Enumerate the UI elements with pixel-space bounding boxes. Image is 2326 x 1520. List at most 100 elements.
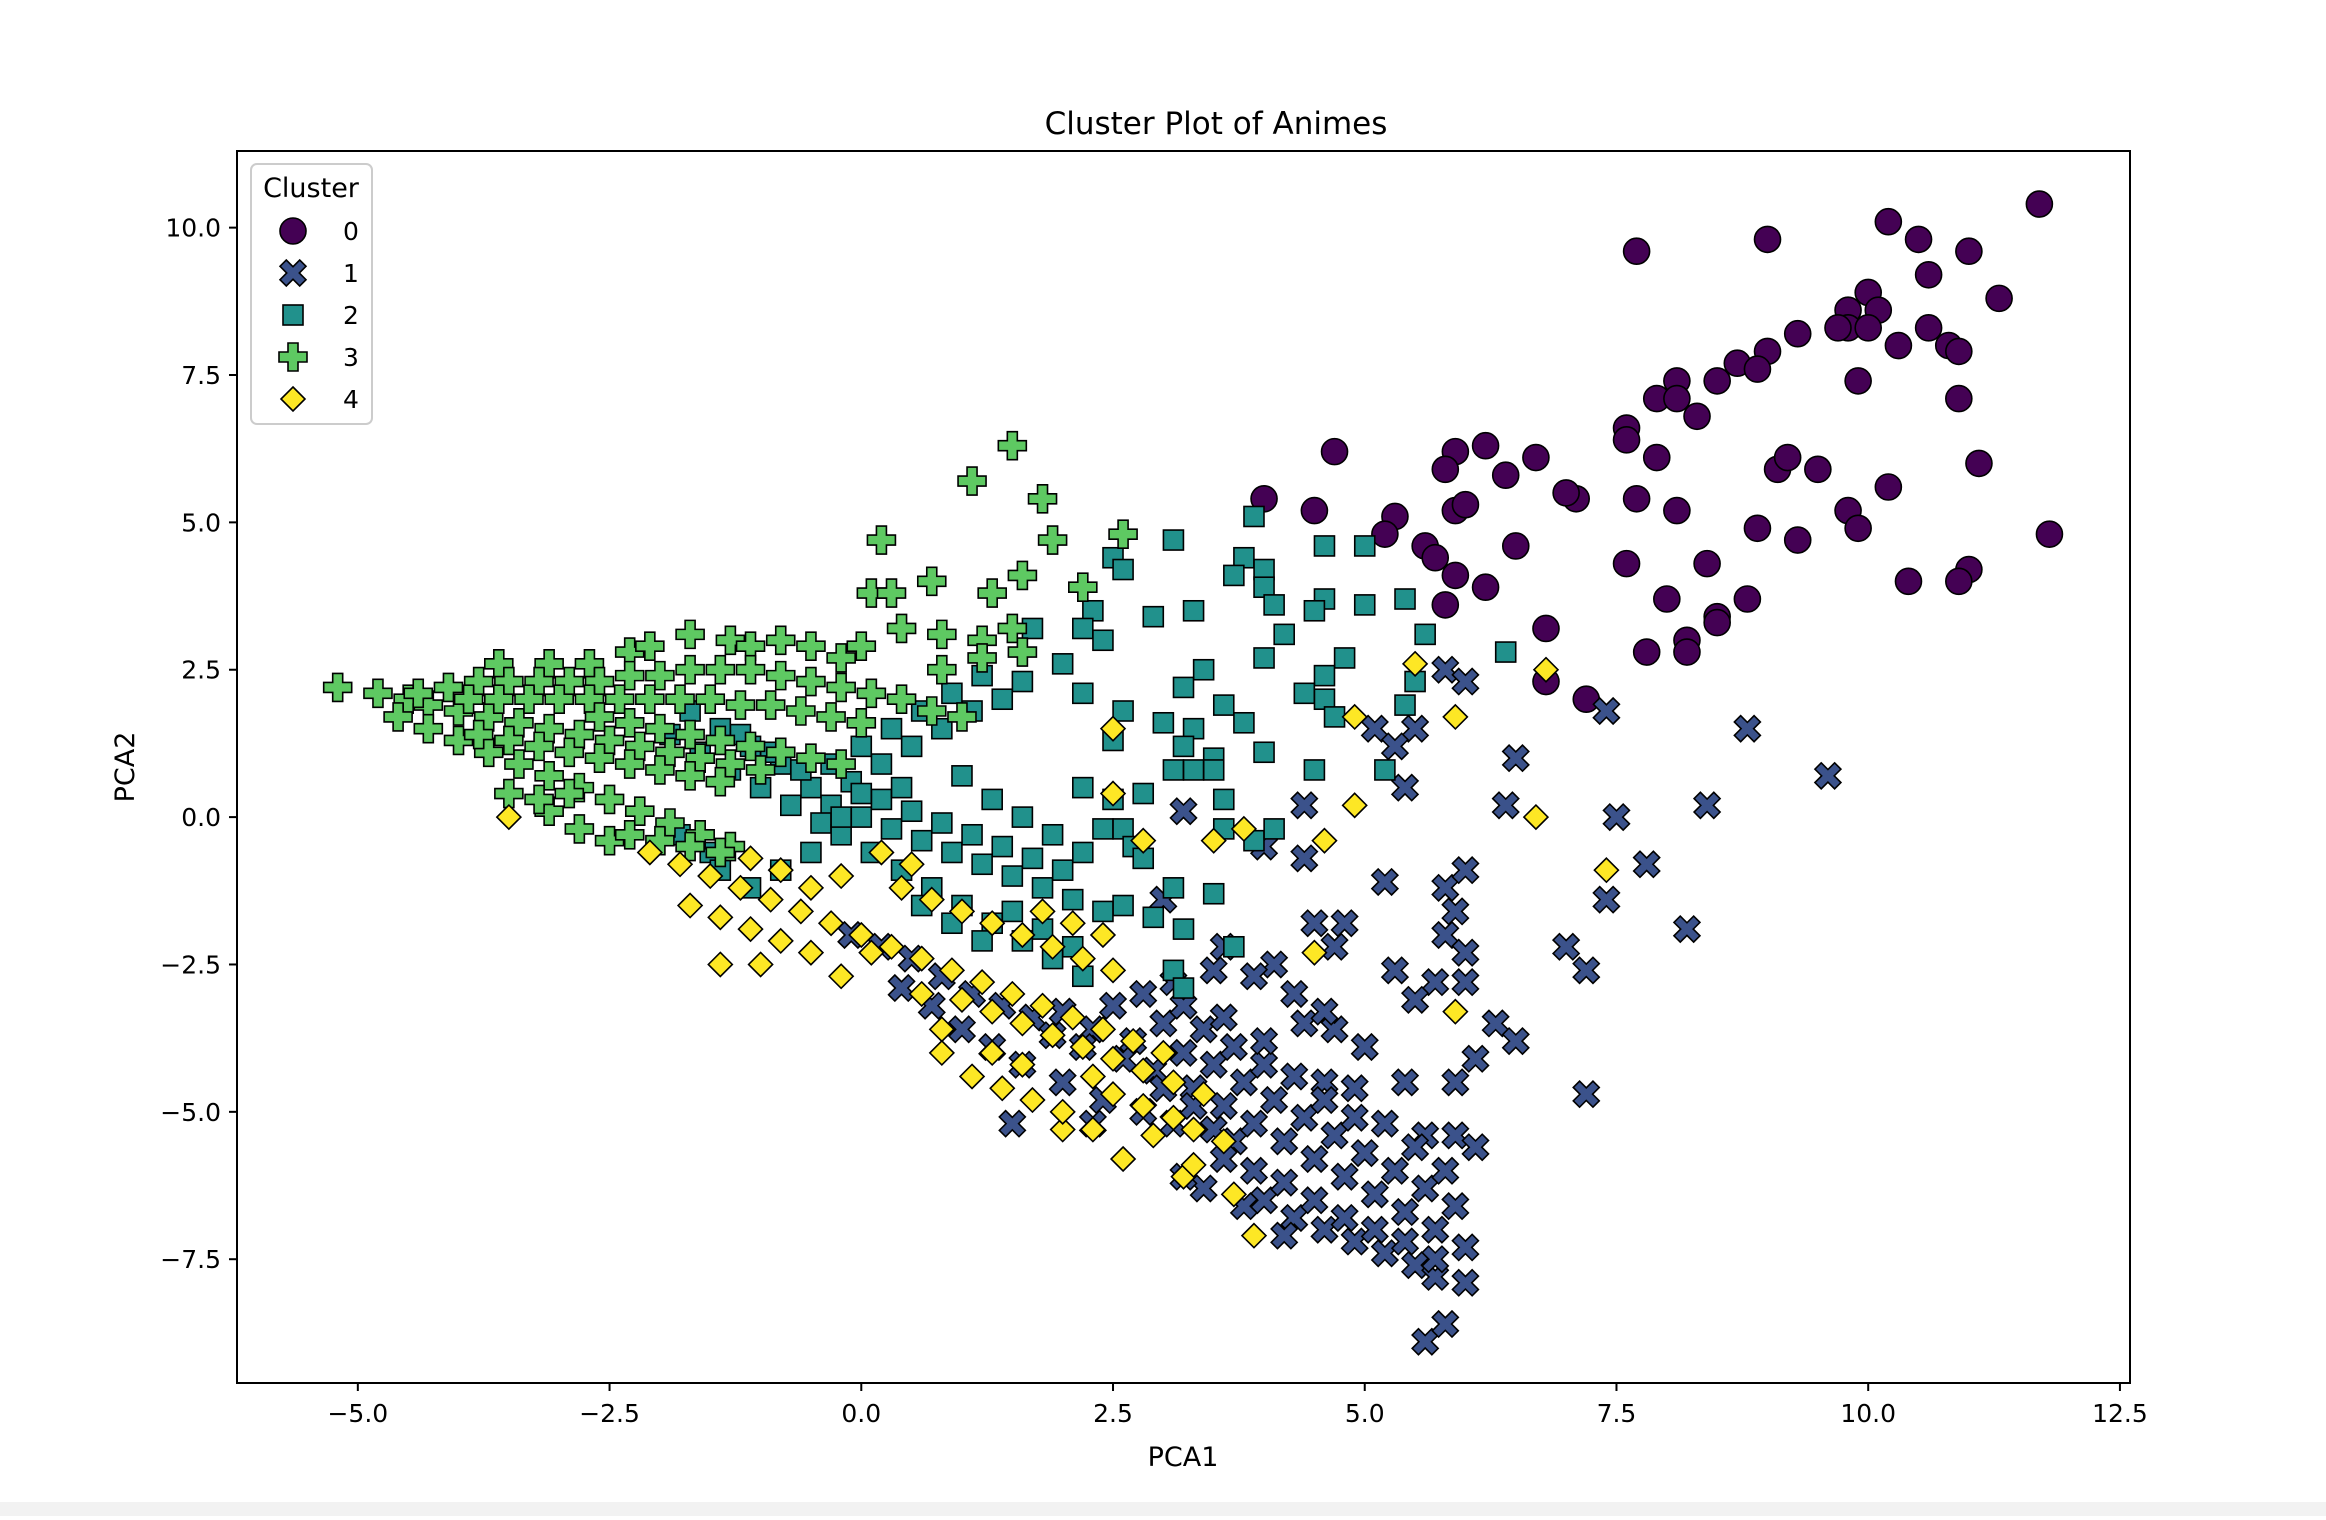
legend: Cluster 0 1 2 3 4	[250, 163, 373, 425]
data-point-cluster-4	[1059, 910, 1086, 937]
data-point-cluster-4	[1079, 1063, 1107, 1090]
data-point-cluster-1	[1370, 1109, 1400, 1138]
window-bottom-strip	[0, 1502, 2326, 1516]
data-point-cluster-3	[363, 678, 393, 709]
data-point-cluster-3	[876, 578, 907, 608]
data-point-cluster-2	[1172, 676, 1195, 699]
data-point-cluster-3	[584, 702, 615, 732]
data-point-cluster-2	[1031, 877, 1054, 899]
data-point-cluster-2	[1182, 759, 1205, 781]
data-point-cluster-3	[433, 672, 464, 703]
data-point-cluster-1	[1431, 1156, 1460, 1185]
data-point-cluster-2	[1041, 823, 1064, 846]
data-point-cluster-4	[1160, 1104, 1187, 1131]
data-point-cluster-2	[1001, 865, 1024, 887]
data-point-cluster-1	[1572, 1080, 1601, 1109]
data-point-cluster-1	[1360, 1215, 1389, 1244]
data-point-cluster-3	[927, 619, 957, 650]
data-point-cluster-4	[757, 886, 784, 913]
data-point-cluster-0	[1653, 585, 1681, 613]
x-tick-label: 2.5	[1093, 1399, 1133, 1428]
data-point-cluster-3	[534, 713, 564, 744]
data-point-cluster-4	[817, 910, 845, 937]
data-point-cluster-4	[1160, 1069, 1187, 1096]
legend-item-cluster-0: 0	[279, 217, 359, 246]
data-point-cluster-1	[1813, 761, 1843, 790]
data-point-cluster-2	[850, 735, 873, 758]
data-point-cluster-2	[1112, 894, 1134, 917]
data-point-cluster-4	[858, 939, 885, 966]
data-point-cluster-3	[655, 808, 685, 838]
data-point-cluster-0	[1501, 532, 1530, 560]
data-point-cluster-3	[685, 819, 715, 850]
data-point-cluster-2	[1021, 847, 1044, 870]
data-point-cluster-4	[1049, 1116, 1076, 1143]
data-point-cluster-1	[1280, 979, 1309, 1009]
data-point-cluster-2	[900, 735, 923, 758]
data-point-cluster-3	[614, 707, 645, 738]
data-point-cluster-3	[564, 814, 595, 844]
data-point-cluster-0	[1300, 496, 1329, 525]
data-point-cluster-3	[796, 631, 826, 661]
data-point-cluster-1	[1451, 968, 1480, 997]
data-point-cluster-2	[1072, 682, 1094, 705]
data-point-cluster-0	[1522, 443, 1550, 472]
data-point-cluster-2	[1112, 558, 1134, 581]
data-point-cluster-0	[1491, 461, 1520, 490]
legend-title: Cluster	[263, 173, 360, 204]
data-point-cluster-2	[1092, 900, 1114, 923]
data-point-cluster-1	[1149, 1009, 1178, 1038]
data-point-cluster-3	[705, 766, 736, 797]
data-point-cluster-3	[1068, 572, 1098, 603]
data-point-cluster-0	[1471, 431, 1500, 460]
data-point-cluster-4	[878, 933, 905, 960]
data-point-cluster-1	[998, 1109, 1027, 1138]
data-point-cluster-4	[1130, 827, 1157, 854]
data-point-cluster-4	[1341, 792, 1368, 819]
data-point-cluster-3	[675, 719, 705, 750]
data-point-cluster-1	[1380, 732, 1410, 761]
data-point-cluster-0	[1783, 319, 1812, 348]
data-point-cluster-3	[705, 725, 736, 756]
data-point-cluster-2	[1323, 706, 1346, 728]
data-point-cluster-3	[614, 749, 645, 779]
data-point-cluster-1	[1300, 1144, 1329, 1174]
data-point-cluster-0	[1320, 437, 1349, 466]
legend-marker-cluster-4	[279, 385, 307, 413]
data-point-cluster-3	[504, 707, 534, 738]
data-point-cluster-2	[991, 835, 1014, 858]
data-point-cluster-3	[977, 578, 1007, 608]
data-point-cluster-0	[1683, 402, 1711, 431]
legend-label: 2	[343, 301, 359, 330]
data-point-cluster-2	[1152, 711, 1175, 734]
data-point-cluster-3	[534, 761, 564, 791]
data-point-cluster-2	[1112, 700, 1134, 722]
data-point-cluster-1	[1330, 1203, 1359, 1233]
x-axis-ticks: −5.0 −2.5 0.0 2.5 5.0 7.5 10.0 12.5	[327, 1383, 2148, 1428]
series-cluster-4	[495, 650, 1620, 1249]
data-point-cluster-1	[1189, 1174, 1218, 1203]
data-point-cluster-4	[767, 927, 794, 955]
data-point-cluster-1	[1290, 791, 1319, 820]
data-point-cluster-0	[2025, 190, 2054, 218]
data-point-cluster-1	[1551, 932, 1581, 961]
data-point-cluster-4	[697, 862, 724, 890]
data-point-cluster-1	[1421, 1245, 1450, 1274]
data-point-cluster-0	[1431, 591, 1460, 619]
series-cluster-0	[1250, 190, 2064, 714]
data-point-cluster-1	[1461, 1044, 1490, 1073]
data-point-cluster-0	[1733, 585, 1762, 613]
y-axis-label: PCA2	[110, 732, 141, 803]
data-point-cluster-2	[1293, 682, 1316, 705]
data-point-cluster-4	[1019, 1086, 1046, 1114]
data-point-cluster-3	[947, 702, 977, 732]
data-point-cluster-2	[1172, 735, 1195, 758]
legend-item-cluster-4: 4	[279, 385, 359, 414]
data-point-cluster-3	[443, 725, 474, 756]
data-point-cluster-3	[695, 684, 726, 715]
data-point-cluster-2	[1182, 599, 1205, 622]
data-point-cluster-3	[554, 737, 585, 768]
data-point-cluster-3	[796, 666, 826, 697]
data-point-cluster-2	[1202, 759, 1225, 781]
data-point-cluster-1	[1602, 802, 1631, 832]
